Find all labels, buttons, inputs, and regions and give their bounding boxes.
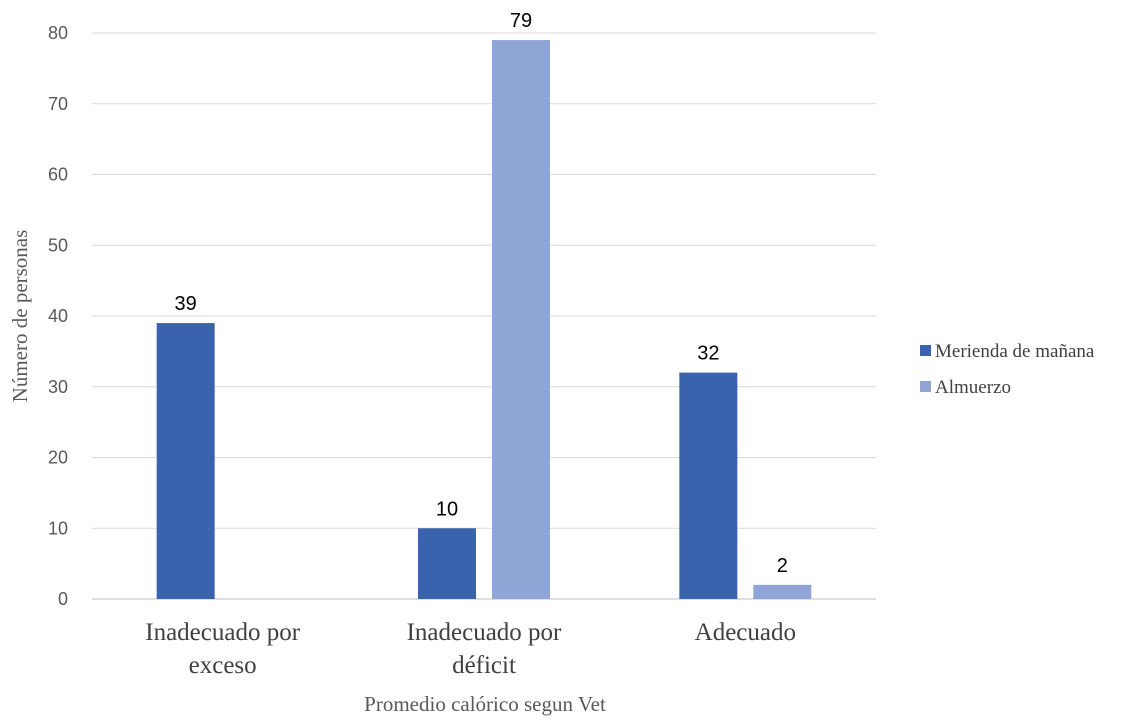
bar-almuerzo	[492, 40, 550, 599]
bar-merienda	[679, 372, 738, 599]
data-label: 79	[510, 10, 532, 32]
bar-almuerzo	[753, 584, 812, 599]
bars	[156, 40, 812, 599]
y-tick-label: 30	[48, 377, 68, 397]
x-axis-title: Promedio calórico segun Vet	[364, 692, 606, 716]
y-axis-ticks: 0 10 20 30 40 50 60 70 80	[48, 23, 68, 609]
y-tick-label: 40	[48, 306, 68, 326]
y-tick-label: 50	[48, 235, 68, 255]
x-axis-categories: Inadecuado por exceso Inadecuado por défici…	[145, 619, 796, 679]
y-tick-label: 10	[48, 518, 68, 538]
y-tick-label: 70	[48, 94, 68, 114]
y-tick-label: 0	[58, 589, 68, 609]
y-tick-label: 60	[48, 165, 68, 185]
data-label: 32	[697, 343, 719, 365]
data-label: 39	[175, 293, 197, 315]
legend-swatch	[920, 345, 931, 356]
legend-label: Almuerzo	[935, 377, 1011, 398]
gridlines	[92, 32, 876, 600]
y-tick-label: 20	[48, 448, 68, 468]
y-tick-label: 80	[48, 23, 68, 43]
x-category-label: exceso	[189, 652, 257, 679]
x-category-label: Inadecuado por	[407, 619, 562, 646]
legend-swatch	[920, 381, 931, 392]
data-label: 2	[777, 555, 788, 577]
x-category-label: Inadecuado por	[145, 619, 300, 646]
bar-merienda	[156, 323, 215, 599]
x-category-label: Adecuado	[695, 619, 796, 646]
legend-label: Merienda de mañana	[935, 341, 1095, 362]
legend: Merienda de mañana Almuerzo	[920, 341, 1095, 398]
x-category-label: déficit	[452, 652, 516, 679]
data-labels: 39 10 79 32 2	[175, 10, 788, 577]
y-axis-title: Número de personas	[8, 230, 32, 403]
data-label: 10	[436, 498, 458, 520]
bar-merienda	[418, 528, 476, 599]
